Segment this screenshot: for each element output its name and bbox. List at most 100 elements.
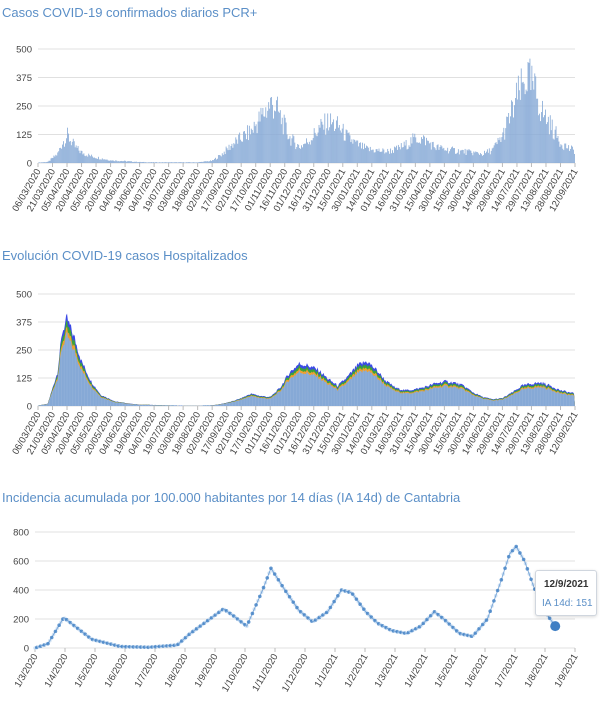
hospitalized-area-base: [38, 332, 575, 406]
case-bar: [133, 161, 135, 163]
case-bar: [187, 162, 189, 163]
case-bar: [446, 150, 448, 163]
case-bar: [69, 141, 71, 163]
case-bar: [84, 155, 86, 163]
case-bar: [144, 162, 146, 163]
case-bar: [246, 139, 247, 163]
case-bar: [365, 147, 366, 163]
chart-title-cases: Casos COVID-19 confirmados diarios PCR+: [2, 5, 258, 20]
x-tick-label: 1/9/2020: [193, 652, 221, 690]
case-bar: [417, 142, 419, 163]
case-bar: [346, 130, 348, 163]
case-bar: [70, 145, 72, 163]
case-bar: [134, 161, 136, 163]
case-bar: [573, 149, 574, 163]
case-bar: [102, 159, 104, 163]
case-bar: [139, 161, 141, 163]
case-bar: [282, 134, 284, 163]
case-bar: [254, 126, 256, 163]
case-bar: [309, 144, 311, 163]
case-bar: [539, 113, 541, 163]
case-bar: [277, 111, 279, 163]
case-bar: [444, 150, 446, 163]
case-bar: [343, 140, 345, 163]
case-bar: [263, 116, 265, 163]
case-bar: [73, 141, 75, 163]
case-bar: [551, 119, 553, 163]
case-bar: [360, 142, 362, 163]
y-tick-label: 125: [16, 130, 32, 141]
case-bar: [215, 157, 216, 163]
case-bar: [238, 134, 240, 163]
case-bar: [415, 137, 417, 163]
case-bar: [38, 162, 40, 163]
case-bar: [78, 150, 80, 163]
case-bar: [525, 89, 527, 163]
case-bar: [482, 155, 483, 163]
case-bar: [543, 117, 544, 163]
case-bar: [356, 140, 358, 163]
case-bar: [336, 116, 338, 163]
case-bar: [394, 146, 395, 163]
case-bar: [251, 129, 253, 163]
case-bar: [350, 142, 352, 163]
case-bar: [558, 141, 560, 163]
case-bar: [170, 162, 172, 163]
case-bar: [545, 124, 547, 163]
case-bar: [229, 149, 231, 163]
case-bar: [76, 147, 78, 163]
case-bar: [220, 156, 222, 163]
case-bar: [556, 137, 558, 163]
case-bar: [266, 117, 268, 163]
case-bar: [63, 141, 64, 163]
case-bar: [155, 162, 156, 163]
case-bar: [547, 116, 549, 163]
case-bar: [321, 121, 323, 163]
case-bar: [363, 149, 364, 163]
case-bar: [287, 139, 289, 163]
case-bar: [317, 132, 319, 163]
case-bar: [455, 153, 457, 163]
case-bar: [88, 153, 90, 163]
case-bar: [234, 144, 236, 163]
case-bar: [418, 142, 420, 163]
y-tick-label: 250: [16, 102, 32, 113]
case-bar: [390, 148, 392, 163]
case-bar: [567, 148, 569, 163]
incidence-highlight-point[interactable]: [550, 621, 561, 632]
y-tick-label: 0: [27, 402, 32, 413]
case-bar: [165, 162, 167, 163]
case-bar: [80, 150, 82, 163]
case-bar: [461, 149, 463, 163]
case-bar: [202, 162, 204, 163]
case-bar: [154, 162, 155, 163]
case-bar: [379, 151, 381, 163]
case-bar: [68, 141, 70, 163]
case-bar: [471, 152, 473, 163]
case-bar: [145, 162, 147, 163]
x-tick-label: 1/3/2021: [373, 652, 401, 690]
case-bar: [408, 145, 410, 163]
y-tick-label: 600: [13, 557, 29, 568]
case-bar: [82, 154, 84, 163]
incidence-line: [34, 545, 556, 649]
case-bar: [158, 162, 160, 163]
case-bar: [269, 108, 271, 163]
case-bar: [434, 148, 436, 163]
case-bar: [140, 162, 142, 163]
case-bar: [347, 133, 349, 163]
case-bar: [534, 73, 536, 163]
y-tick-label: 500: [16, 45, 32, 56]
case-bar: [571, 145, 572, 163]
case-bar: [340, 132, 342, 163]
case-bar: [450, 149, 452, 163]
case-bar: [177, 162, 179, 163]
case-bar: [319, 127, 321, 163]
case-bar: [354, 140, 356, 163]
case-bar: [550, 130, 552, 163]
case-bar: [564, 143, 566, 163]
case-bar: [325, 134, 327, 163]
case-bar: [176, 162, 178, 163]
case-bar: [377, 151, 379, 163]
case-bar: [443, 147, 445, 163]
